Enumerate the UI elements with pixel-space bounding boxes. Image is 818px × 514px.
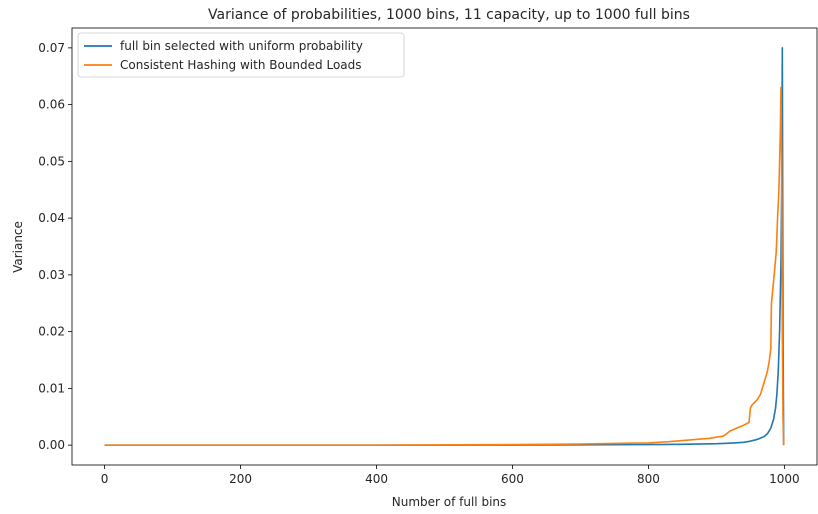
y-axis-ticks: 0.00 0.01 0.02 0.03 0.04 0.05 0.06 0.07 [38,41,72,452]
y-tick-label: 0.03 [38,268,65,282]
y-tick-label: 0.04 [38,211,65,225]
series-line-1 [104,47,785,446]
y-axis-label: Variance [11,221,25,273]
series-line-2 [104,86,785,446]
x-tick-label: 600 [501,472,524,486]
y-tick-label: 0.05 [38,154,65,168]
x-tick-label: 0 [101,472,109,486]
plot-frame [71,27,818,466]
y-tick-label: 0.02 [38,325,65,339]
legend-box [77,32,405,78]
legend: full bin selected with uniform probabili… [77,32,405,78]
y-tick-label: 0.01 [38,381,65,395]
chart-title: Variance of probabilities, 1000 bins, 11… [208,7,690,23]
y-tick-label: 0.00 [38,438,65,452]
legend-label-1: full bin selected with uniform probabili… [120,39,363,53]
x-tick-label: 400 [365,472,388,486]
x-tick-label: 1000 [769,472,800,486]
x-axis-label: Number of full bins [392,495,507,509]
x-tick-label: 200 [229,472,252,486]
y-tick-label: 0.06 [38,98,65,112]
plot-area [71,27,818,466]
y-tick-label: 0.07 [38,41,65,55]
legend-label-2: Consistent Hashing with Bounded Loads [120,58,362,72]
x-tick-label: 800 [637,472,660,486]
x-axis-ticks: 0 200 400 600 800 1000 [101,465,800,486]
